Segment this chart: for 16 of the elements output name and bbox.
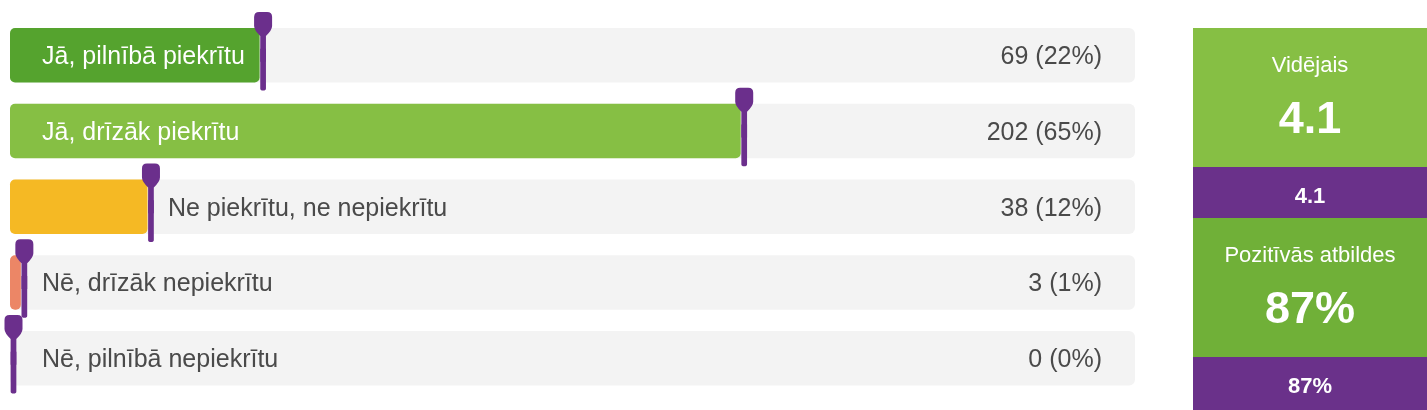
y-tick-label: Jā, pilnībā piekrītu [42, 41, 245, 70]
data-label: 69 (22%) [1000, 41, 1102, 70]
text: Vidējais [1271, 52, 1349, 77]
y-tick-label: Nē, pilnībā nepiekrītu [42, 344, 279, 373]
y-tick-label: Jā, drīzāk piekrītu [42, 117, 240, 146]
text: 4.1 [1294, 183, 1326, 208]
y-tick-label: Nē, drīzāk nepiekrītu [42, 268, 273, 297]
data-label: 202 (65%) [986, 117, 1102, 146]
data-label: 38 (12%) [1000, 192, 1102, 221]
data-label: 0 (0%) [1028, 344, 1102, 373]
text: 87% [1264, 282, 1356, 333]
text: Pozitīvās atbildes [1224, 242, 1396, 267]
text: 4.1 [1278, 92, 1342, 143]
y-tick-label: Ne piekrītu, ne nepiekrītu [167, 192, 448, 221]
data-label: 3 (1%) [1028, 268, 1102, 297]
text: 87% [1287, 373, 1333, 398]
